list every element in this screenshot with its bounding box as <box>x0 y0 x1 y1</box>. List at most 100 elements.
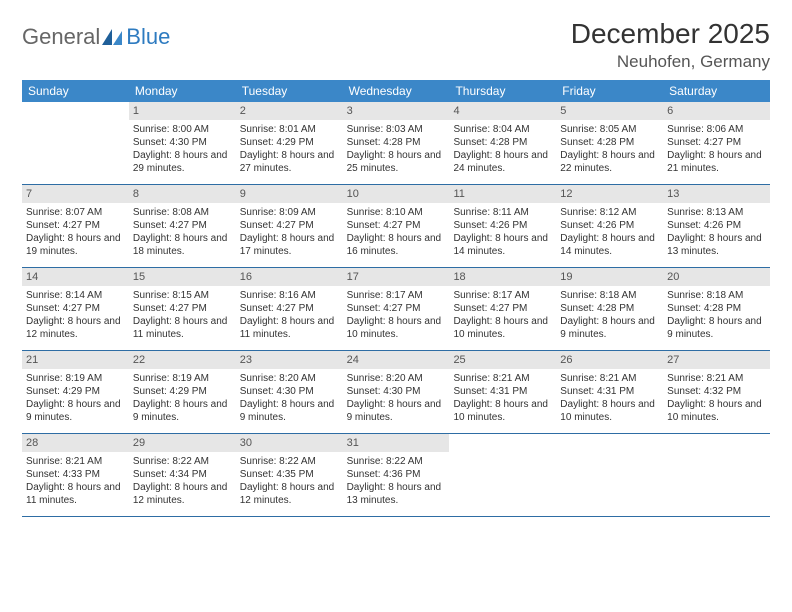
sunrise-text: Sunrise: 8:00 AM <box>133 123 232 136</box>
daylight-text: Daylight: 8 hours and 14 minutes. <box>453 232 552 258</box>
sunset-text: Sunset: 4:27 PM <box>26 302 125 315</box>
weekday-header: Monday <box>129 80 236 102</box>
sunrise-text: Sunrise: 8:09 AM <box>240 206 339 219</box>
week-row: 7Sunrise: 8:07 AMSunset: 4:27 PMDaylight… <box>22 185 770 268</box>
sunset-text: Sunset: 4:29 PM <box>240 136 339 149</box>
day-body: Sunrise: 8:19 AMSunset: 4:29 PMDaylight:… <box>22 369 129 428</box>
day-body: Sunrise: 8:21 AMSunset: 4:31 PMDaylight:… <box>449 369 556 428</box>
day-cell: 9Sunrise: 8:09 AMSunset: 4:27 PMDaylight… <box>236 185 343 267</box>
day-cell: 2Sunrise: 8:01 AMSunset: 4:29 PMDaylight… <box>236 102 343 184</box>
day-body: Sunrise: 8:01 AMSunset: 4:29 PMDaylight:… <box>236 120 343 179</box>
day-cell: 31Sunrise: 8:22 AMSunset: 4:36 PMDayligh… <box>343 434 450 516</box>
sunrise-text: Sunrise: 8:19 AM <box>26 372 125 385</box>
day-cell: 22Sunrise: 8:19 AMSunset: 4:29 PMDayligh… <box>129 351 236 433</box>
day-body: Sunrise: 8:09 AMSunset: 4:27 PMDaylight:… <box>236 203 343 262</box>
daylight-text: Daylight: 8 hours and 16 minutes. <box>347 232 446 258</box>
day-body: Sunrise: 8:15 AMSunset: 4:27 PMDaylight:… <box>129 286 236 345</box>
day-number: 20 <box>663 268 770 286</box>
day-cell: 5Sunrise: 8:05 AMSunset: 4:28 PMDaylight… <box>556 102 663 184</box>
day-cell: 3Sunrise: 8:03 AMSunset: 4:28 PMDaylight… <box>343 102 450 184</box>
sunrise-text: Sunrise: 8:21 AM <box>26 455 125 468</box>
day-cell: 16Sunrise: 8:16 AMSunset: 4:27 PMDayligh… <box>236 268 343 350</box>
week-row: 14Sunrise: 8:14 AMSunset: 4:27 PMDayligh… <box>22 268 770 351</box>
weekday-header: Friday <box>556 80 663 102</box>
daylight-text: Daylight: 8 hours and 12 minutes. <box>26 315 125 341</box>
daylight-text: Daylight: 8 hours and 12 minutes. <box>133 481 232 507</box>
sunset-text: Sunset: 4:36 PM <box>347 468 446 481</box>
weekday-header: Thursday <box>449 80 556 102</box>
day-body: Sunrise: 8:21 AMSunset: 4:32 PMDaylight:… <box>663 369 770 428</box>
sunrise-text: Sunrise: 8:15 AM <box>133 289 232 302</box>
sunrise-text: Sunrise: 8:18 AM <box>667 289 766 302</box>
day-number: 11 <box>449 185 556 203</box>
daylight-text: Daylight: 8 hours and 9 minutes. <box>240 398 339 424</box>
day-cell <box>663 434 770 516</box>
day-body: Sunrise: 8:08 AMSunset: 4:27 PMDaylight:… <box>129 203 236 262</box>
day-cell: 26Sunrise: 8:21 AMSunset: 4:31 PMDayligh… <box>556 351 663 433</box>
sunset-text: Sunset: 4:28 PM <box>347 136 446 149</box>
weeks-container: 1Sunrise: 8:00 AMSunset: 4:30 PMDaylight… <box>22 102 770 517</box>
day-cell <box>22 102 129 184</box>
day-cell: 25Sunrise: 8:21 AMSunset: 4:31 PMDayligh… <box>449 351 556 433</box>
daylight-text: Daylight: 8 hours and 10 minutes. <box>667 398 766 424</box>
daylight-text: Daylight: 8 hours and 9 minutes. <box>347 398 446 424</box>
daylight-text: Daylight: 8 hours and 11 minutes. <box>240 315 339 341</box>
sunrise-text: Sunrise: 8:21 AM <box>667 372 766 385</box>
sunrise-text: Sunrise: 8:17 AM <box>347 289 446 302</box>
sunrise-text: Sunrise: 8:04 AM <box>453 123 552 136</box>
daylight-text: Daylight: 8 hours and 11 minutes. <box>26 481 125 507</box>
sunset-text: Sunset: 4:29 PM <box>26 385 125 398</box>
daylight-text: Daylight: 8 hours and 22 minutes. <box>560 149 659 175</box>
day-number: 27 <box>663 351 770 369</box>
day-number: 2 <box>236 102 343 120</box>
day-cell: 21Sunrise: 8:19 AMSunset: 4:29 PMDayligh… <box>22 351 129 433</box>
sunrise-text: Sunrise: 8:11 AM <box>453 206 552 219</box>
day-body: Sunrise: 8:17 AMSunset: 4:27 PMDaylight:… <box>449 286 556 345</box>
sunrise-text: Sunrise: 8:22 AM <box>133 455 232 468</box>
sunrise-text: Sunrise: 8:12 AM <box>560 206 659 219</box>
brand-sail-icon <box>102 29 124 45</box>
day-cell: 27Sunrise: 8:21 AMSunset: 4:32 PMDayligh… <box>663 351 770 433</box>
daylight-text: Daylight: 8 hours and 10 minutes. <box>347 315 446 341</box>
sunset-text: Sunset: 4:27 PM <box>347 302 446 315</box>
day-number: 23 <box>236 351 343 369</box>
sunset-text: Sunset: 4:27 PM <box>453 302 552 315</box>
day-body: Sunrise: 8:00 AMSunset: 4:30 PMDaylight:… <box>129 120 236 179</box>
daylight-text: Daylight: 8 hours and 19 minutes. <box>26 232 125 258</box>
sunrise-text: Sunrise: 8:16 AM <box>240 289 339 302</box>
day-number: 24 <box>343 351 450 369</box>
day-number: 5 <box>556 102 663 120</box>
day-body: Sunrise: 8:16 AMSunset: 4:27 PMDaylight:… <box>236 286 343 345</box>
day-body: Sunrise: 8:18 AMSunset: 4:28 PMDaylight:… <box>663 286 770 345</box>
weekday-header: Saturday <box>663 80 770 102</box>
calendar-page: General Blue December 2025 Neuhofen, Ger… <box>0 0 792 535</box>
brand-logo: General Blue <box>22 18 170 50</box>
sunset-text: Sunset: 4:28 PM <box>453 136 552 149</box>
day-cell: 15Sunrise: 8:15 AMSunset: 4:27 PMDayligh… <box>129 268 236 350</box>
header-row: General Blue December 2025 Neuhofen, Ger… <box>22 18 770 72</box>
day-body: Sunrise: 8:22 AMSunset: 4:35 PMDaylight:… <box>236 452 343 511</box>
daylight-text: Daylight: 8 hours and 10 minutes. <box>453 398 552 424</box>
day-cell: 18Sunrise: 8:17 AMSunset: 4:27 PMDayligh… <box>449 268 556 350</box>
sunrise-text: Sunrise: 8:07 AM <box>26 206 125 219</box>
day-number: 28 <box>22 434 129 452</box>
sunset-text: Sunset: 4:27 PM <box>667 136 766 149</box>
day-body: Sunrise: 8:21 AMSunset: 4:33 PMDaylight:… <box>22 452 129 511</box>
day-body: Sunrise: 8:19 AMSunset: 4:29 PMDaylight:… <box>129 369 236 428</box>
sunset-text: Sunset: 4:27 PM <box>133 302 232 315</box>
sunrise-text: Sunrise: 8:10 AM <box>347 206 446 219</box>
sunrise-text: Sunrise: 8:03 AM <box>347 123 446 136</box>
sunrise-text: Sunrise: 8:19 AM <box>133 372 232 385</box>
daylight-text: Daylight: 8 hours and 13 minutes. <box>667 232 766 258</box>
day-number: 30 <box>236 434 343 452</box>
sunset-text: Sunset: 4:27 PM <box>347 219 446 232</box>
day-number: 6 <box>663 102 770 120</box>
sunset-text: Sunset: 4:31 PM <box>453 385 552 398</box>
weekday-header: Sunday <box>22 80 129 102</box>
title-block: December 2025 Neuhofen, Germany <box>571 18 770 72</box>
day-number: 7 <box>22 185 129 203</box>
sunset-text: Sunset: 4:28 PM <box>560 302 659 315</box>
day-cell: 12Sunrise: 8:12 AMSunset: 4:26 PMDayligh… <box>556 185 663 267</box>
sunset-text: Sunset: 4:34 PM <box>133 468 232 481</box>
day-number: 12 <box>556 185 663 203</box>
